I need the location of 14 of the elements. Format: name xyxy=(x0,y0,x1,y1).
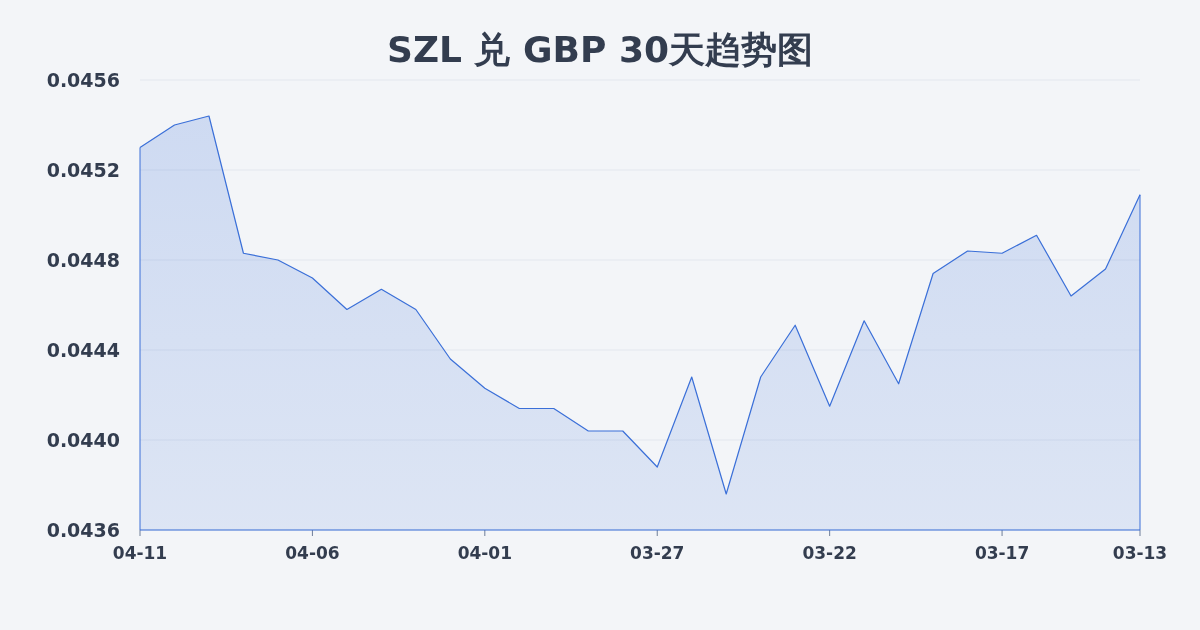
y-tick-label: 0.0444 xyxy=(46,339,120,361)
x-tick-label: 04-06 xyxy=(285,543,340,563)
x-tick-label: 03-22 xyxy=(802,543,857,563)
y-tick-label: 0.0440 xyxy=(46,429,120,451)
x-tick-label: 04-11 xyxy=(112,543,168,563)
y-tick-label: 0.0436 xyxy=(46,519,120,541)
x-tick-label: 04-01 xyxy=(457,543,513,563)
y-tick-label: 0.0452 xyxy=(46,159,120,181)
chart-title: SZL 兑 GBP 30天趋势图 xyxy=(386,29,814,70)
y-tick-label: 0.0448 xyxy=(46,249,120,271)
x-tick-label: 03-27 xyxy=(630,543,685,563)
y-tick-label: 0.0456 xyxy=(46,69,120,91)
x-tick-label: 03-17 xyxy=(974,543,1030,563)
x-tick-label: 03-13 xyxy=(1112,543,1168,563)
